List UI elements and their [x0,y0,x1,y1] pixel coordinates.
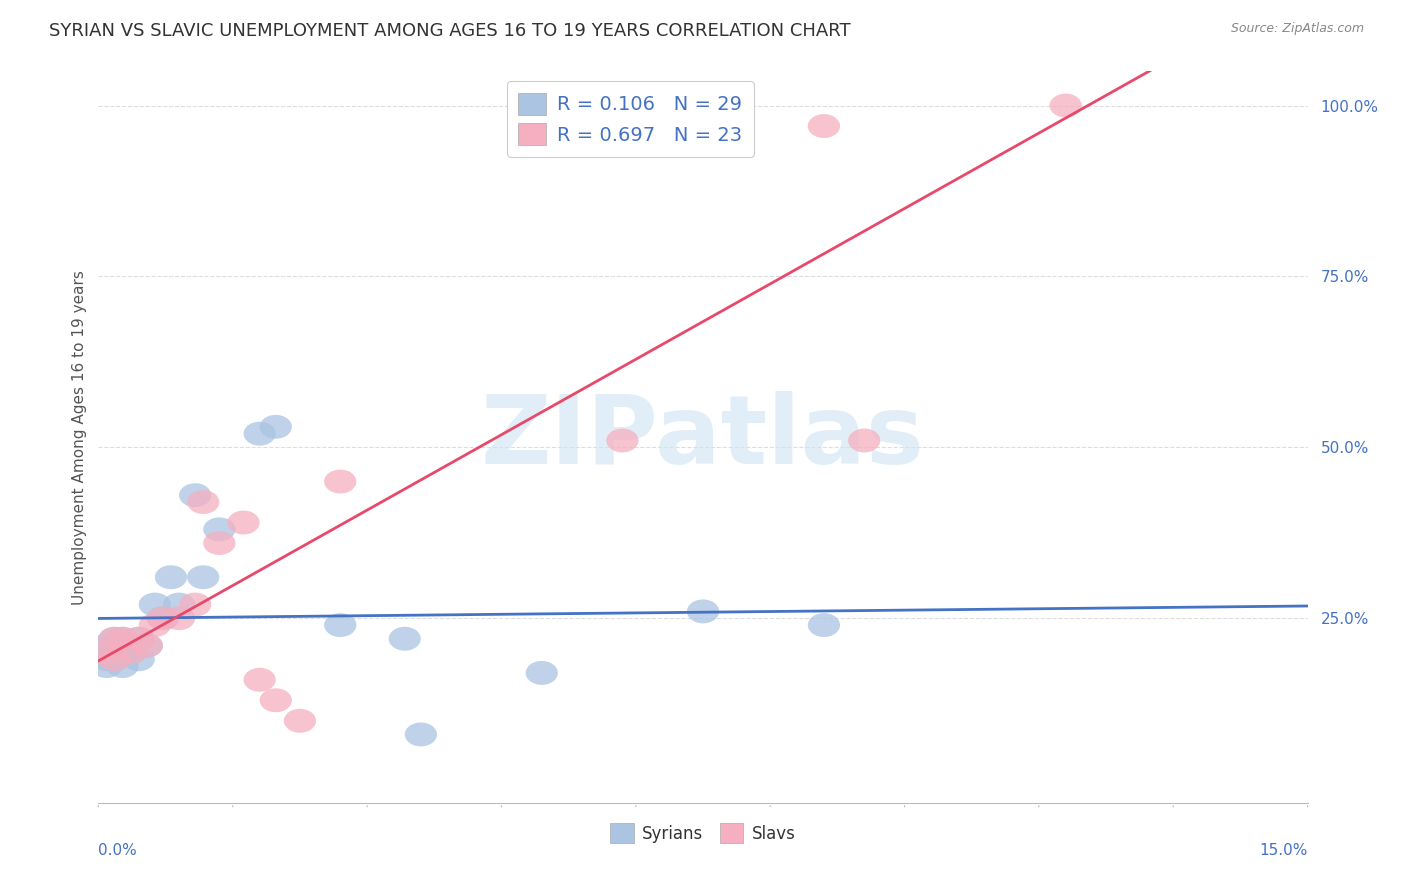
Text: ZIPatlas: ZIPatlas [481,391,925,483]
Ellipse shape [808,613,839,637]
Text: Source: ZipAtlas.com: Source: ZipAtlas.com [1230,22,1364,36]
Ellipse shape [114,640,146,665]
Ellipse shape [90,648,122,671]
Ellipse shape [163,607,195,630]
Ellipse shape [284,709,316,732]
Ellipse shape [187,566,219,590]
Ellipse shape [90,633,122,657]
Ellipse shape [131,633,163,657]
Ellipse shape [260,415,292,439]
Ellipse shape [204,517,235,541]
Ellipse shape [107,654,139,678]
Ellipse shape [187,490,219,514]
Ellipse shape [114,640,146,665]
Ellipse shape [131,633,163,657]
Ellipse shape [260,689,292,712]
Ellipse shape [243,422,276,446]
Ellipse shape [90,654,122,678]
Ellipse shape [114,633,146,657]
Ellipse shape [526,94,558,118]
Ellipse shape [155,566,187,590]
Ellipse shape [139,592,172,616]
Ellipse shape [139,613,172,637]
Ellipse shape [146,607,179,630]
Ellipse shape [848,428,880,452]
Ellipse shape [388,627,420,650]
Ellipse shape [1050,94,1081,118]
Legend: Syrians, Slavs: Syrians, Slavs [603,817,803,849]
Ellipse shape [179,592,211,616]
Y-axis label: Unemployment Among Ages 16 to 19 years: Unemployment Among Ages 16 to 19 years [72,269,87,605]
Ellipse shape [98,627,131,650]
Ellipse shape [98,648,131,671]
Ellipse shape [228,510,260,534]
Ellipse shape [325,469,356,493]
Ellipse shape [122,627,155,650]
Ellipse shape [688,599,718,624]
Ellipse shape [107,640,139,665]
Ellipse shape [204,531,235,555]
Ellipse shape [325,613,356,637]
Ellipse shape [179,483,211,508]
Ellipse shape [98,627,131,650]
Ellipse shape [122,627,155,650]
Ellipse shape [98,648,131,671]
Ellipse shape [808,114,839,138]
Text: 15.0%: 15.0% [1260,843,1308,858]
Ellipse shape [405,723,437,747]
Ellipse shape [107,627,139,650]
Ellipse shape [98,640,131,665]
Ellipse shape [122,648,155,671]
Ellipse shape [90,640,122,665]
Ellipse shape [243,668,276,691]
Ellipse shape [146,607,179,630]
Text: 0.0%: 0.0% [98,843,138,858]
Ellipse shape [107,627,139,650]
Ellipse shape [163,592,195,616]
Ellipse shape [606,428,638,452]
Ellipse shape [526,661,558,685]
Text: SYRIAN VS SLAVIC UNEMPLOYMENT AMONG AGES 16 TO 19 YEARS CORRELATION CHART: SYRIAN VS SLAVIC UNEMPLOYMENT AMONG AGES… [49,22,851,40]
